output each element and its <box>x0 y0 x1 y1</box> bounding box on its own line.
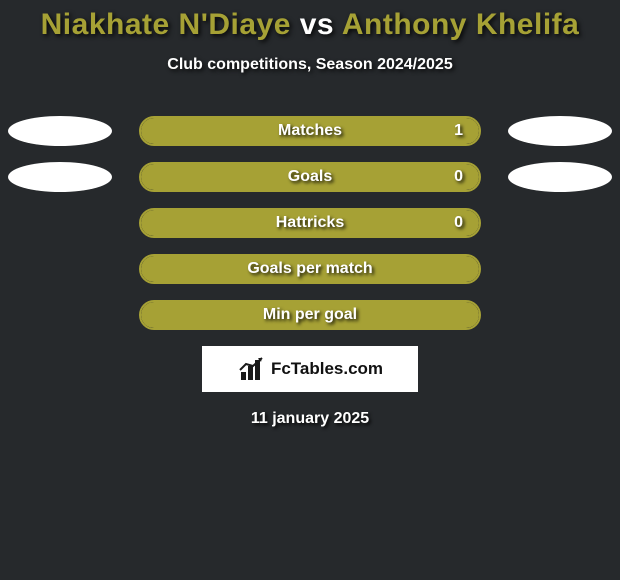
brand-logo-box: FcTables.com <box>202 346 418 392</box>
player2-name: Anthony Khelifa <box>342 8 580 41</box>
chart-container: Niakhate N'Diaye vs Anthony Khelifa Club… <box>0 0 620 428</box>
brand-text: FcTables.com <box>271 359 383 379</box>
date-line: 11 january 2025 <box>0 410 620 428</box>
stats-section: Matches1Goals0Hattricks0Goals per matchM… <box>0 116 620 330</box>
stat-label: Goals <box>141 168 479 186</box>
stat-value: 1 <box>454 122 463 140</box>
stat-oval-right <box>508 116 612 146</box>
stat-row: Goals per match <box>0 254 620 284</box>
stat-label: Hattricks <box>141 214 479 232</box>
stat-value: 0 <box>454 168 463 186</box>
stat-row: Matches1 <box>0 116 620 146</box>
stat-bar: Goals per match <box>139 254 481 284</box>
stat-label: Matches <box>141 122 479 140</box>
stat-row: Min per goal <box>0 300 620 330</box>
stat-bar: Min per goal <box>139 300 481 330</box>
player1-name: Niakhate N'Diaye <box>41 8 291 41</box>
stat-value: 0 <box>454 214 463 232</box>
stat-label: Min per goal <box>141 306 479 324</box>
vs-word: vs <box>300 8 334 41</box>
stat-oval-right <box>508 162 612 192</box>
stat-bar: Matches1 <box>139 116 481 146</box>
subtitle: Club competitions, Season 2024/2025 <box>0 56 620 74</box>
stat-oval-left <box>8 162 112 192</box>
brand-chart-icon <box>237 356 267 382</box>
stat-oval-left <box>8 116 112 146</box>
page-title: Niakhate N'Diaye vs Anthony Khelifa <box>0 8 620 42</box>
stat-row: Goals0 <box>0 162 620 192</box>
stat-bar: Hattricks0 <box>139 208 481 238</box>
stat-row: Hattricks0 <box>0 208 620 238</box>
stat-bar: Goals0 <box>139 162 481 192</box>
stat-label: Goals per match <box>141 260 479 278</box>
